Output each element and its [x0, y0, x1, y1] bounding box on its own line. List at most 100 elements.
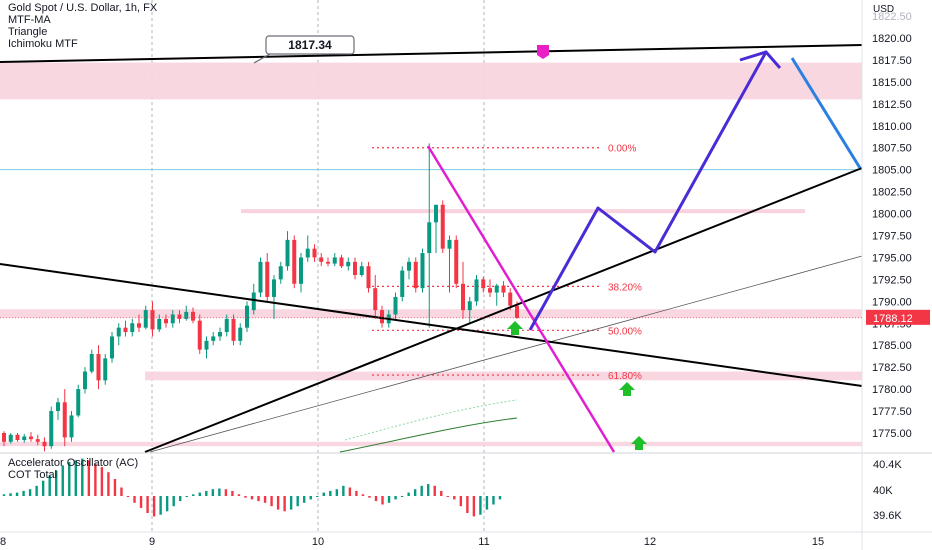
- candle-body: [326, 261, 330, 264]
- candle-body: [265, 261, 270, 297]
- candle-body: [83, 371, 87, 390]
- candle-body: [49, 411, 54, 447]
- candle-body: [150, 310, 155, 330]
- candle-body: [501, 285, 506, 293]
- candle-body: [454, 239, 459, 284]
- oscillator-bar: [472, 496, 476, 517]
- price-axis-tick: 1815.00: [872, 77, 912, 89]
- oscillator-bar: [152, 496, 156, 517]
- price-axis-tick: 1822.50: [872, 11, 912, 23]
- oscillator-axis-tick: 40.4K: [873, 459, 902, 471]
- oscillator-bar: [172, 496, 175, 507]
- candle-body: [461, 283, 465, 311]
- oscillator-legend: Accelerator Oscillator (AC) COT Total: [8, 457, 138, 481]
- price-axis-tick: 1790.00: [872, 296, 912, 308]
- marker-flag-icon: [537, 45, 549, 59]
- supply-demand-zone: [0, 62, 862, 100]
- oscillator-axis-tick: 39.6K: [873, 510, 902, 522]
- candle-body: [400, 270, 405, 297]
- candle-body: [305, 248, 310, 258]
- candle-body: [272, 279, 276, 297]
- price-axis-tick: 1780.00: [872, 384, 912, 396]
- oscillator-bar: [355, 490, 358, 496]
- candle-body: [393, 296, 398, 315]
- candle-body: [515, 305, 519, 318]
- candle-body: [278, 266, 283, 280]
- indicator-triangle[interactable]: Triangle: [8, 26, 48, 38]
- price-axis-tick: 1810.00: [872, 121, 912, 133]
- symbol-title[interactable]: Gold Spot / U.S. Dollar, 1h, FX: [8, 2, 158, 14]
- oscillator-bar: [303, 496, 306, 503]
- candle-body: [474, 279, 479, 302]
- supply-demand-zone: [0, 441, 862, 447]
- indicator-ichimoku[interactable]: Ichimoku MTF: [8, 38, 78, 50]
- bearish-projection-line: [426, 145, 616, 453]
- oscillator-bar: [361, 494, 365, 496]
- candle-body: [62, 402, 67, 438]
- oscillator-bar: [257, 496, 260, 502]
- candle-body: [35, 439, 40, 442]
- time-axis-tick: 15: [812, 536, 824, 548]
- fib-level-label: 61.80%: [608, 371, 642, 382]
- oscillator-bar: [296, 496, 299, 507]
- oscillator-bar: [139, 496, 143, 508]
- candle-body: [204, 340, 209, 350]
- price-axis-tick: 1795.00: [872, 252, 912, 264]
- oscillator-bar: [107, 472, 110, 496]
- candle-body: [413, 261, 418, 289]
- candle-body: [373, 288, 378, 311]
- oscillator-bar: [381, 496, 384, 505]
- candle-body: [346, 261, 351, 267]
- candle-body: [56, 402, 60, 412]
- up-arrow-icon: [507, 321, 523, 335]
- price-axis-tick: 1807.50: [872, 143, 912, 155]
- candle-body: [481, 279, 486, 289]
- ichimoku-span-line: [344, 399, 518, 441]
- fib-level-label: 50.00%: [608, 326, 642, 337]
- oscillator-bar: [316, 496, 319, 497]
- candle-body: [89, 354, 94, 372]
- candle-body: [292, 239, 297, 284]
- oscillator-title[interactable]: Accelerator Oscillator (AC): [8, 457, 139, 469]
- oscillator-subtitle[interactable]: COT Total: [8, 469, 58, 481]
- candle-body: [143, 310, 148, 328]
- oscillator-bar: [407, 492, 410, 496]
- descending-trendline: [0, 263, 863, 387]
- oscillator-bar: [185, 496, 188, 497]
- oscillator-bar: [289, 496, 293, 510]
- oscillator-bar: [394, 496, 397, 500]
- time-axis-tick: 8: [0, 536, 6, 548]
- oscillator-bar: [374, 496, 378, 502]
- oscillator-axis-tick: 40K: [873, 485, 893, 497]
- oscillator-bar: [87, 460, 91, 496]
- oscillator-bar: [322, 492, 325, 496]
- oscillator-bar: [283, 496, 286, 512]
- candle-body: [299, 257, 303, 284]
- oscillator-bar: [28, 489, 32, 496]
- oscillator-bar: [100, 467, 104, 496]
- channel-line: [149, 255, 863, 453]
- oscillator-bar: [244, 496, 247, 498]
- oscillator-bar: [329, 490, 332, 496]
- oscillator-bar: [126, 496, 130, 497]
- chart-legend: Gold Spot / U.S. Dollar, 1h, FX MTF-MA T…: [8, 2, 157, 50]
- current-price-label-bg: [866, 309, 930, 325]
- projection-drop-line: [790, 57, 862, 169]
- candle-body: [224, 318, 229, 333]
- price-axis-tick: 1775.00: [872, 428, 912, 440]
- candle-body: [251, 292, 256, 311]
- candle-body: [285, 239, 290, 267]
- oscillator-bar: [159, 496, 162, 515]
- oscillator-bar: [224, 489, 228, 496]
- candle-body: [427, 222, 432, 254]
- candle-body: [76, 389, 81, 416]
- candle-body: [211, 336, 216, 341]
- candle-body: [191, 311, 195, 321]
- candle-body: [258, 261, 263, 293]
- indicator-mtf-ma[interactable]: MTF-MA: [8, 14, 51, 26]
- oscillator-bar: [498, 496, 502, 500]
- oscillator-bar: [211, 489, 215, 496]
- oscillator-bar: [22, 490, 25, 496]
- oscillator-bar: [453, 496, 456, 500]
